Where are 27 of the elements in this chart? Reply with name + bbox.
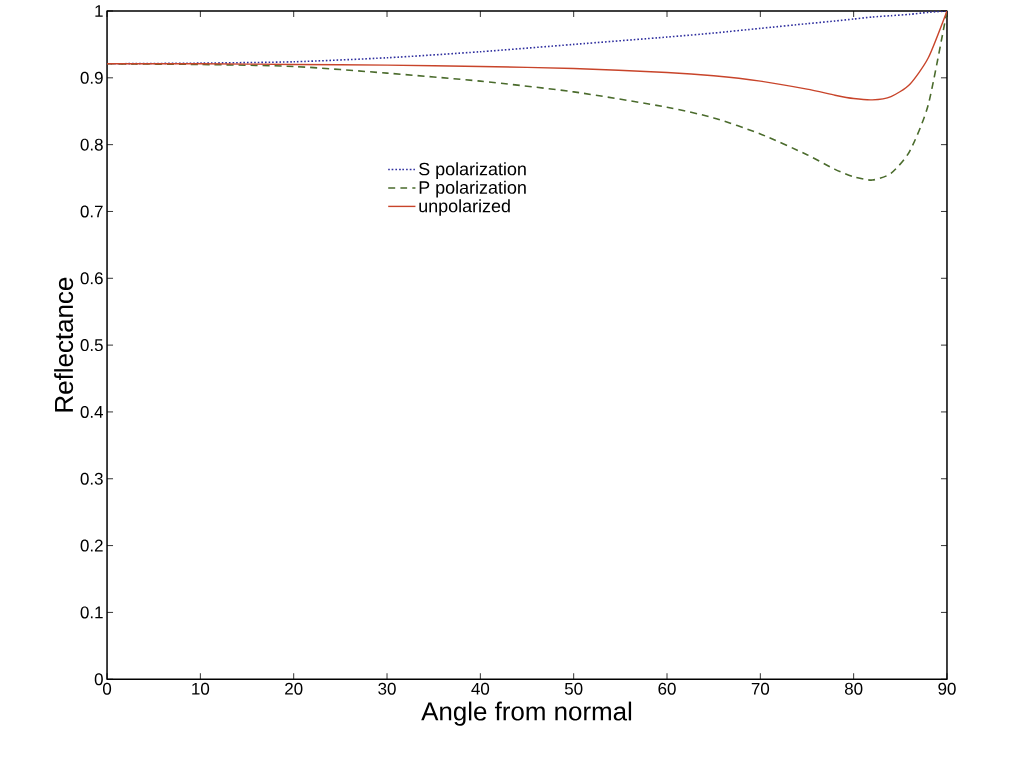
y-tick-label: 0.4 [80,405,104,418]
y-tick-label: 0.9 [80,71,103,84]
x-tick-label: 30 [378,682,396,695]
x-axis-title: Angle from normal [421,701,632,726]
x-tick-label: 60 [658,682,676,695]
y-tick-label: 0.3 [80,472,103,485]
x-tick-label: 50 [564,682,583,695]
legend-label: S polarization [419,162,526,179]
y-tick-label: 0.8 [80,138,103,151]
legend-label: P polarization [419,180,526,198]
x-tick-label: 40 [471,682,490,695]
y-tick-label: 0 [94,673,103,686]
y-tick-label: 1 [95,5,103,17]
y-tick-label: 0.7 [80,205,103,218]
x-tick-label: 70 [751,682,770,695]
line-series [107,10,947,101]
x-tick-label: 90 [938,682,956,695]
y-axis-title: Reflectance [54,277,74,412]
x-tick-label: 10 [192,682,210,695]
x-tick-label: 80 [844,682,863,695]
legend-label: unpolarized [419,199,510,216]
x-tick-label: 20 [285,682,303,695]
x-tick-label: 0 [102,682,112,695]
y-tick-label: 0.5 [80,338,103,351]
y-tick-label: 0.6 [80,272,103,285]
y-tick-label: 0.1 [80,606,103,619]
y-tick-label: 0.2 [80,539,103,552]
